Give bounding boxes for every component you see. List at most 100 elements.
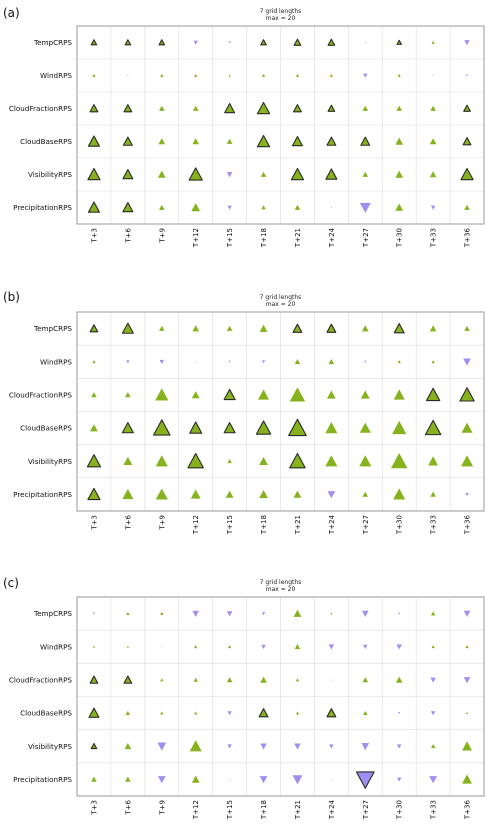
triangle-marker (464, 40, 470, 46)
triangle-marker (326, 136, 337, 146)
triangle-marker (226, 677, 233, 683)
triangle-marker (463, 104, 471, 112)
triangle-marker (363, 710, 368, 715)
triangle-marker (259, 490, 268, 499)
triangle-marker (328, 359, 335, 365)
triangle-marker (191, 775, 200, 783)
triangle-marker (194, 645, 198, 649)
triangle-marker (189, 740, 202, 752)
triangle-marker (193, 40, 198, 45)
column-label: T+9 (158, 228, 166, 244)
triangle-marker (125, 392, 131, 398)
triangle-marker (362, 105, 369, 111)
triangle-marker (187, 452, 204, 469)
triangle-marker (393, 488, 406, 500)
column-label: T+33 (430, 800, 438, 820)
column-label: T+30 (396, 228, 404, 248)
triangle-marker (158, 138, 166, 145)
triangle-marker (326, 323, 337, 333)
triangle-marker (191, 203, 201, 212)
triangle-marker (194, 711, 198, 715)
column-label: T+18 (260, 800, 268, 820)
triangle-marker (464, 204, 470, 210)
triangle-marker (359, 202, 371, 213)
triangle-marker (258, 389, 270, 400)
triangle-marker (330, 679, 332, 681)
triangle-marker (126, 611, 130, 615)
triangle-marker (194, 73, 198, 77)
triangle-marker (89, 324, 99, 333)
triangle-marker (122, 169, 134, 180)
triangle-marker (359, 422, 371, 433)
triangle-marker (362, 491, 369, 497)
triangle-marker (462, 774, 472, 784)
triangle-marker (396, 644, 402, 650)
column-label: T+6 (124, 514, 132, 530)
triangle-marker (91, 776, 97, 782)
column-label: T+27 (362, 228, 370, 248)
triangle-marker (465, 645, 469, 649)
row-label: CloudFractionRPS (9, 675, 73, 684)
column-label: T+33 (430, 515, 438, 535)
triangle-marker (192, 138, 200, 145)
column-label: T+9 (158, 800, 166, 816)
triangle-marker (188, 167, 203, 181)
column-label: T+3 (90, 228, 98, 244)
triangle-marker (294, 743, 301, 750)
triangle-marker (92, 612, 96, 615)
triangle-marker (363, 73, 368, 78)
column-label: T+27 (362, 800, 370, 820)
triangle-marker (294, 644, 301, 650)
triangle-marker (260, 39, 267, 46)
triangle-marker (393, 389, 405, 400)
column-label: T+30 (396, 800, 404, 820)
triangle-marker (363, 644, 368, 649)
plot-frame (76, 596, 485, 797)
triangle-marker (92, 645, 96, 648)
triangle-marker (87, 201, 101, 213)
triangle-marker (157, 776, 166, 784)
column-label: T+15 (226, 515, 234, 535)
triangle-marker (195, 361, 197, 363)
column-label: T+36 (464, 227, 472, 248)
row-label: VisibilityRPS (28, 742, 72, 751)
triangle-marker (327, 491, 336, 499)
triangle-marker (260, 676, 267, 683)
triangle-marker (395, 137, 404, 145)
triangle-marker (292, 323, 303, 333)
triangle-marker (258, 708, 269, 718)
triangle-marker (329, 744, 334, 749)
column-label: T+15 (226, 228, 234, 248)
triangle-marker (429, 171, 437, 178)
triangle-marker (293, 609, 302, 617)
triangle-marker (294, 359, 301, 365)
triangle-marker (189, 421, 203, 434)
triangle-marker (124, 39, 132, 46)
triangle-marker (159, 359, 164, 364)
triangle-marker (364, 41, 366, 44)
triangle-marker (398, 612, 401, 615)
triangle-marker (295, 711, 300, 715)
chart-title: 7 grid lengths (260, 579, 302, 586)
triangle-marker (430, 711, 436, 716)
panel-label: (b) (3, 290, 20, 304)
column-label: T+18 (260, 228, 268, 248)
column-label: T+24 (328, 227, 336, 248)
triangle-marker (397, 777, 402, 782)
triangle-marker (360, 390, 370, 399)
column-label: T+3 (90, 800, 98, 816)
triangle-marker (224, 103, 236, 114)
triangle-marker (87, 487, 101, 501)
triangle-marker (92, 73, 96, 77)
triangle-marker (228, 360, 231, 363)
triangle-marker (429, 776, 437, 784)
triangle-marker (430, 491, 436, 497)
triangle-marker (431, 645, 435, 649)
triangle-marker (295, 73, 300, 77)
plot-frame (76, 311, 485, 512)
triangle-marker (362, 677, 369, 683)
triangle-marker (465, 711, 469, 715)
column-label: T+21 (294, 515, 302, 535)
triangle-marker (465, 493, 469, 497)
triangle-marker (295, 678, 300, 682)
